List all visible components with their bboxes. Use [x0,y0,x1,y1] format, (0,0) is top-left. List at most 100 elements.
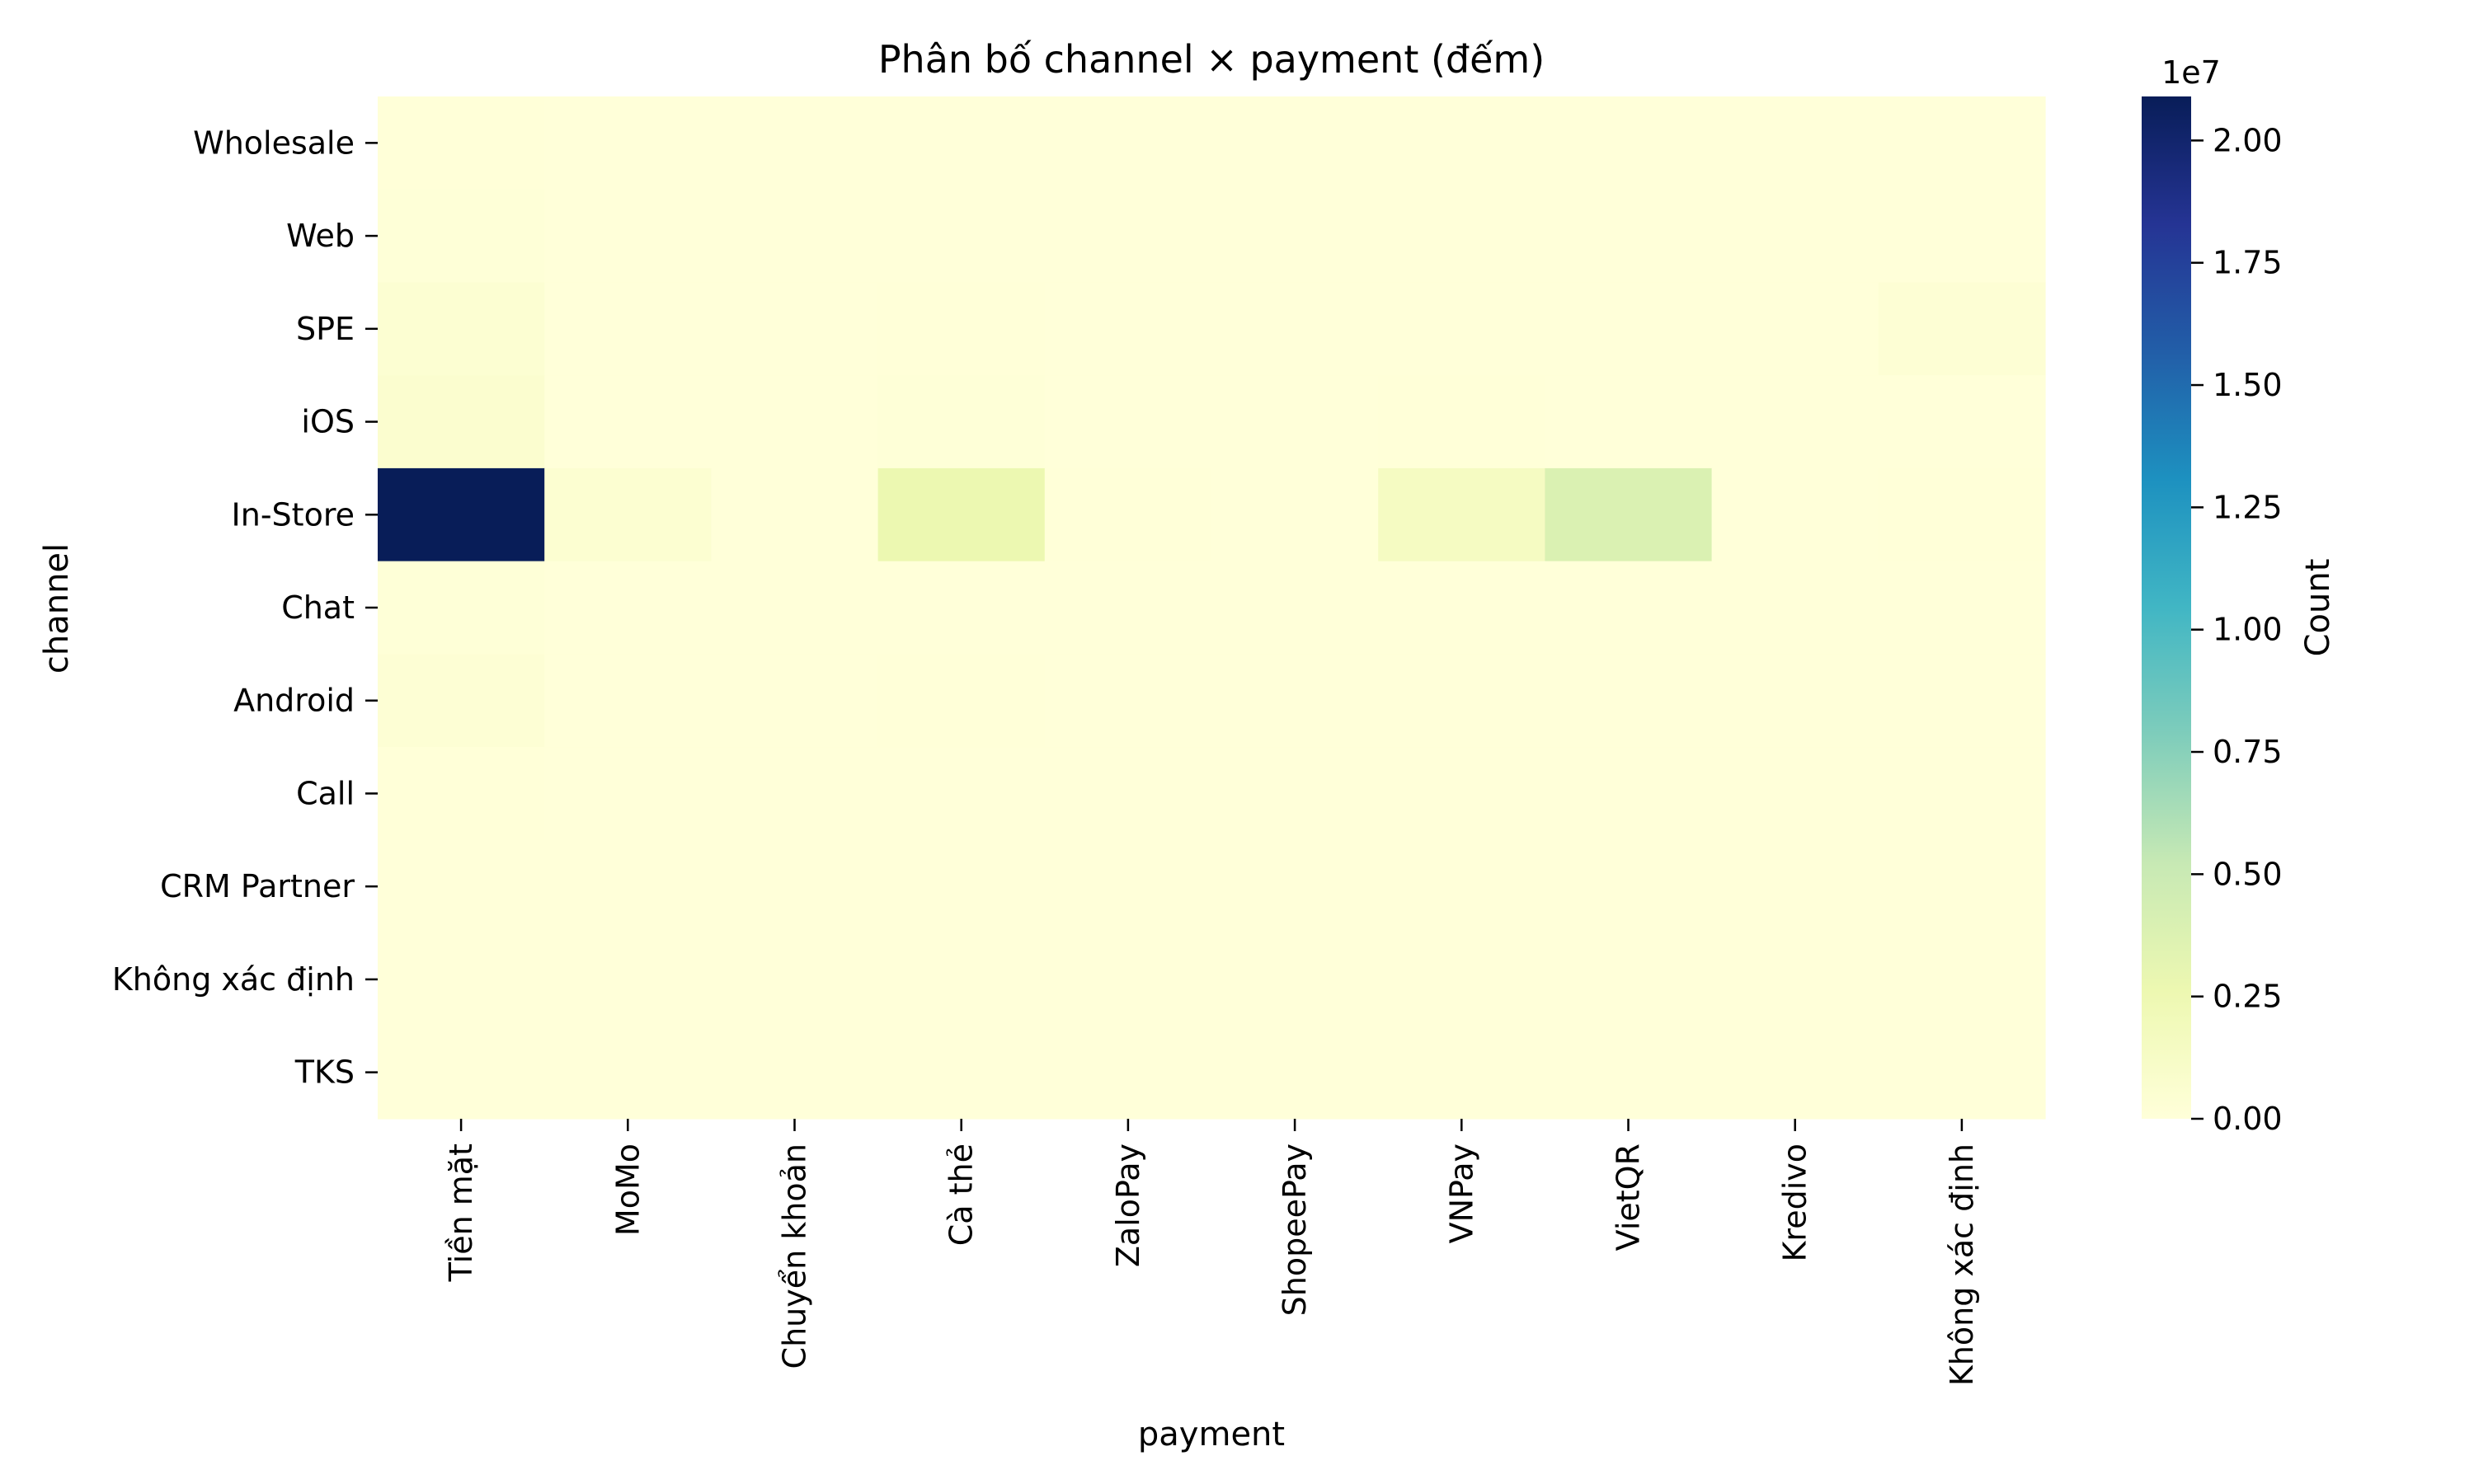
colorbar-tick-label: 0.00 [2213,1101,2283,1137]
heatmap-cell [1878,375,2046,469]
heatmap-cell [1878,1026,2046,1120]
colorbar-label: Count [2299,559,2337,657]
colorbar-tick-label: 1.75 [2213,245,2283,281]
x-tick-label: Không xác định [1944,1144,1980,1386]
y-tick-label: Chat [281,589,355,626]
heatmap-cell [1545,654,1713,748]
heatmap-cell [1211,561,1379,655]
heatmap-cell [1211,747,1379,841]
x-tick-label: ShopeePay [1277,1144,1313,1316]
colorbar: 0.00 0.25 0.50 0.75 1.00 1.25 1.50 1.75 2.00 1e7 C… [2142,54,2337,1137]
heatmap-cell [877,932,1046,1026]
heatmap-cell [1545,189,1713,284]
heatmap-cell [1878,932,2046,1026]
heatmap-cell [1044,747,1212,841]
heatmap-cell [1545,282,1713,376]
heatmap-cell [1878,747,2046,841]
heatmap-cell [1711,467,1879,562]
heatmap-cell [1545,932,1713,1026]
heatmap-cell [544,932,712,1026]
heatmap-cell [877,189,1046,284]
heatmap-cell [1044,189,1212,284]
y-tick-label: Không xác định [112,961,355,998]
heatmap-cell [1711,654,1879,748]
heatmap-cell [1211,839,1379,934]
heatmap-cell [877,282,1046,376]
y-axis: Wholesale Web SPE iOS In-Store Chat Android Cal… [112,124,378,1091]
colorbar-exponent: 1e7 [2161,54,2221,91]
heatmap-cell [1711,561,1879,655]
heatmap-cell [1378,189,1545,284]
heatmap-cell [711,747,879,841]
heatmap-cell [544,561,712,655]
heatmap-cells [378,96,2046,1120]
x-tick-label: VNPay [1443,1144,1479,1243]
heatmap-cell [1711,375,1879,469]
heatmap-cell [1878,467,2046,562]
heatmap-cell [1211,654,1379,748]
heatmap-cell [1044,1026,1212,1120]
heatmap-cell [1211,1026,1379,1120]
heatmap-cell [378,467,545,562]
heatmap-cell [711,467,879,562]
heatmap-cell [1044,282,1212,376]
heatmap-cell [378,654,545,748]
colorbar-tick-label: 1.25 [2213,489,2283,525]
heatmap-cell [1378,1026,1545,1120]
heatmap-cell [378,561,545,655]
x-tick-label: MoMo [609,1144,646,1236]
heatmap-cell [711,96,879,190]
heatmap-cell [544,375,712,469]
heatmap-cell [1711,932,1879,1026]
heatmap-cell [877,654,1046,748]
heatmap-cell [711,189,879,284]
heatmap-cell [1545,1026,1713,1120]
heatmap-cell [1711,839,1879,934]
heatmap-cell [1211,189,1379,284]
heatmap-cell [378,839,545,934]
heatmap-cell [877,375,1046,469]
heatmap-cell [1878,839,2046,934]
heatmap-cell [711,932,879,1026]
heatmap-cell [378,375,545,469]
y-tick-label: iOS [301,404,355,440]
heatmap-cell [1044,96,1212,190]
heatmap-cell [378,282,545,376]
x-axis-label: payment [1138,1416,1285,1453]
colorbar-tick-label: 1.00 [2213,612,2283,648]
heatmap-cell [711,561,879,655]
heatmap-cell [544,96,712,190]
colorbar-gradient [2142,96,2191,1119]
y-axis-label: channel [38,543,76,674]
heatmap-cell [1711,189,1879,284]
colorbar-tick-label: 0.75 [2213,734,2283,770]
heatmap-cell [1044,839,1212,934]
chart-title: Phân bố channel × payment (đếm) [878,37,1545,82]
heatmap-cell [1545,561,1713,655]
heatmap-cell [1378,839,1545,934]
x-tick-label: Kredivo [1777,1144,1813,1262]
y-tick-label: Call [296,775,355,811]
heatmap-cell [877,561,1046,655]
heatmap-cell [1545,747,1713,841]
heatmap-cell [711,375,879,469]
heatmap-cell [1378,654,1545,748]
heatmap-cell [1878,282,2046,376]
heatmap-cell [544,282,712,376]
heatmap-cell [1044,375,1212,469]
heatmap-cell [877,747,1046,841]
heatmap-cell [711,839,879,934]
y-tick-label: Wholesale [193,124,355,161]
y-tick-label: CRM Partner [160,868,355,904]
colorbar-tick-label: 2.00 [2213,122,2283,158]
heatmap-cell [711,282,879,376]
heatmap-cell [544,467,712,562]
heatmap-cell [1711,96,1879,190]
heatmap-cell [544,189,712,284]
heatmap-cell [1211,282,1379,376]
heatmap-cell [877,96,1046,190]
y-tick-label: Web [286,218,355,254]
heatmap-cell [1878,96,2046,190]
heatmap-cell [378,96,545,190]
